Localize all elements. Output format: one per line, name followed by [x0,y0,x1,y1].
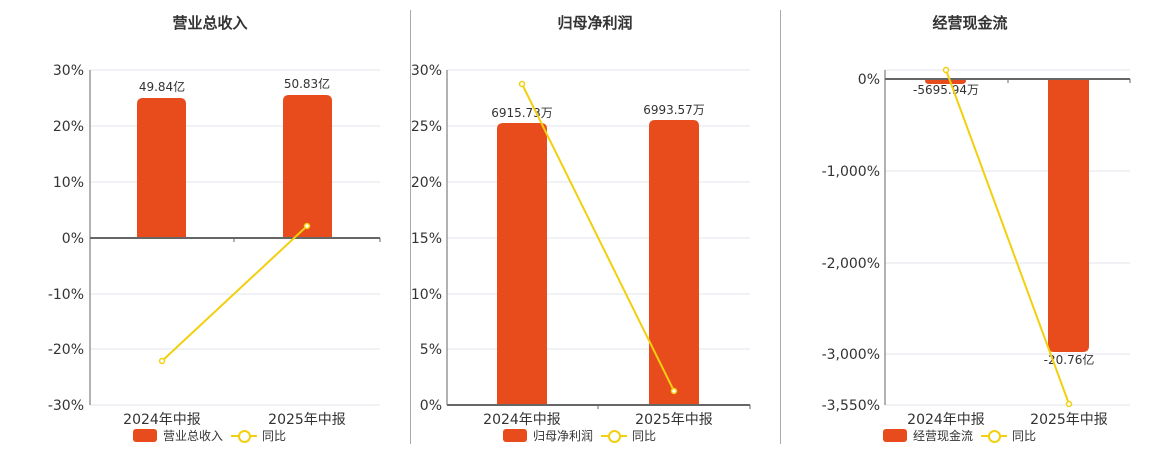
legend-item-bar[interactable]: 经营现金流 [883,427,973,444]
chart-title: 经营现金流 [932,14,1008,32]
bar-value-labels: -5695.94万 -20.76亿 [913,83,1094,367]
legend-item-bar[interactable]: 归母净利润 [503,427,593,444]
x-axis-labels: 2024年中报 2025年中报 [123,412,346,428]
svg-text:10%: 10% [53,175,84,191]
chart-title: 归母净利润 [557,14,633,32]
legend: 营业总收入 同比 [133,427,294,444]
bar-2025[interactable] [283,95,332,238]
svg-text:6993.57万: 6993.57万 [643,103,705,117]
line-marker-icon [601,429,628,443]
chart-title: 营业总收入 [172,14,248,32]
svg-text:30%: 30% [411,63,442,79]
svg-text:-1,000%: -1,000% [822,164,880,180]
svg-text:2025年中报: 2025年中报 [268,412,346,428]
svg-text:2025年中报: 2025年中报 [1030,412,1108,428]
revenue-chart-plot: 30% 20% 10% 0% -10% -20% -30% 49.84亿 50.… [48,63,381,428]
x-axis-labels: 2024年中报 2025年中报 [907,412,1108,428]
bar-2024[interactable] [137,98,186,238]
svg-text:49.84亿: 49.84亿 [139,79,185,94]
bar-2025[interactable] [649,120,699,405]
yoy-point-2024[interactable] [158,357,166,365]
bar-2025[interactable] [1048,79,1089,352]
yoy-point-2025[interactable] [670,387,678,395]
bar-swatch-icon [503,429,527,442]
net-profit-chart-plot: 30% 25% 20% 15% 10% 5% 0% 6915.73万 6993.… [411,63,751,428]
bar-2024[interactable] [925,79,966,84]
svg-text:2025年中报: 2025年中报 [635,412,713,428]
y-axis-ticks: 30% 25% 20% 15% 10% 5% 0% [411,63,442,414]
y-axis-ticks: 30% 20% 10% 0% -10% -20% -30% [48,63,84,414]
svg-text:0%: 0% [858,72,880,88]
svg-text:-30%: -30% [48,398,84,414]
svg-text:50.83亿: 50.83亿 [284,76,330,91]
svg-text:-2,000%: -2,000% [822,256,880,272]
yoy-line [161,225,308,362]
yoy-line [521,83,675,392]
legend: 归母净利润 同比 [503,427,664,444]
yoy-point-2025[interactable] [303,222,311,230]
svg-text:2024年中报: 2024年中报 [483,412,561,428]
yoy-point-2025[interactable] [1065,400,1073,408]
legend-item-line[interactable]: 同比 [231,427,286,444]
svg-text:-20.76亿: -20.76亿 [1044,352,1095,367]
svg-text:-20%: -20% [48,342,84,358]
net-profit-chart-panel: 归母净利润 30% 25% 20% 15% 10% 5% 0% [410,0,780,450]
panel-divider [780,10,781,444]
svg-text:20%: 20% [53,119,84,135]
svg-text:-3,550%: -3,550% [822,398,880,414]
bar-swatch-icon [883,429,907,442]
bar-2024[interactable] [497,123,547,405]
operating-cashflow-chart-panel: 经营现金流 0% -1,000% -2,000% -3,000% -3,550% [780,0,1160,450]
legend: 经营现金流 同比 [883,427,1044,444]
svg-text:20%: 20% [411,175,442,191]
svg-text:2024年中报: 2024年中报 [907,412,985,428]
svg-text:10%: 10% [411,287,442,303]
svg-text:0%: 0% [62,231,84,247]
revenue-chart-panel: 营业总收入 30% 20% 10% 0% -10% -20% -30% 49.8… [0,0,410,450]
svg-text:-10%: -10% [48,287,84,303]
line-marker-icon [981,429,1008,443]
bar-swatch-icon [133,429,157,442]
svg-text:0%: 0% [420,398,442,414]
legend-item-line[interactable]: 同比 [981,427,1036,444]
svg-text:5%: 5% [420,342,442,358]
svg-text:-5695.94万: -5695.94万 [913,83,979,97]
panel-divider [410,10,411,444]
x-axis-labels: 2024年中报 2025年中报 [483,412,713,428]
svg-text:6915.73万: 6915.73万 [491,106,553,120]
svg-text:15%: 15% [411,231,442,247]
bar-value-labels: 49.84亿 50.83亿 [139,76,330,94]
gridlines [885,69,1130,406]
svg-text:2024年中报: 2024年中报 [123,412,201,428]
yoy-point-2024[interactable] [518,80,526,88]
yoy-line [945,69,1070,405]
yoy-point-2024[interactable] [942,66,950,74]
legend-item-bar[interactable]: 营业总收入 [133,427,223,444]
bar-value-labels: 6915.73万 6993.57万 [491,103,705,120]
svg-text:-3,000%: -3,000% [822,347,880,363]
y-axis-ticks: 0% -1,000% -2,000% -3,000% -3,550% [822,72,880,414]
svg-text:25%: 25% [411,119,442,135]
legend-item-line[interactable]: 同比 [601,427,656,444]
svg-text:30%: 30% [53,63,84,79]
line-marker-icon [231,429,258,443]
operating-cashflow-chart-plot: 0% -1,000% -2,000% -3,000% -3,550% -5695… [822,66,1131,428]
